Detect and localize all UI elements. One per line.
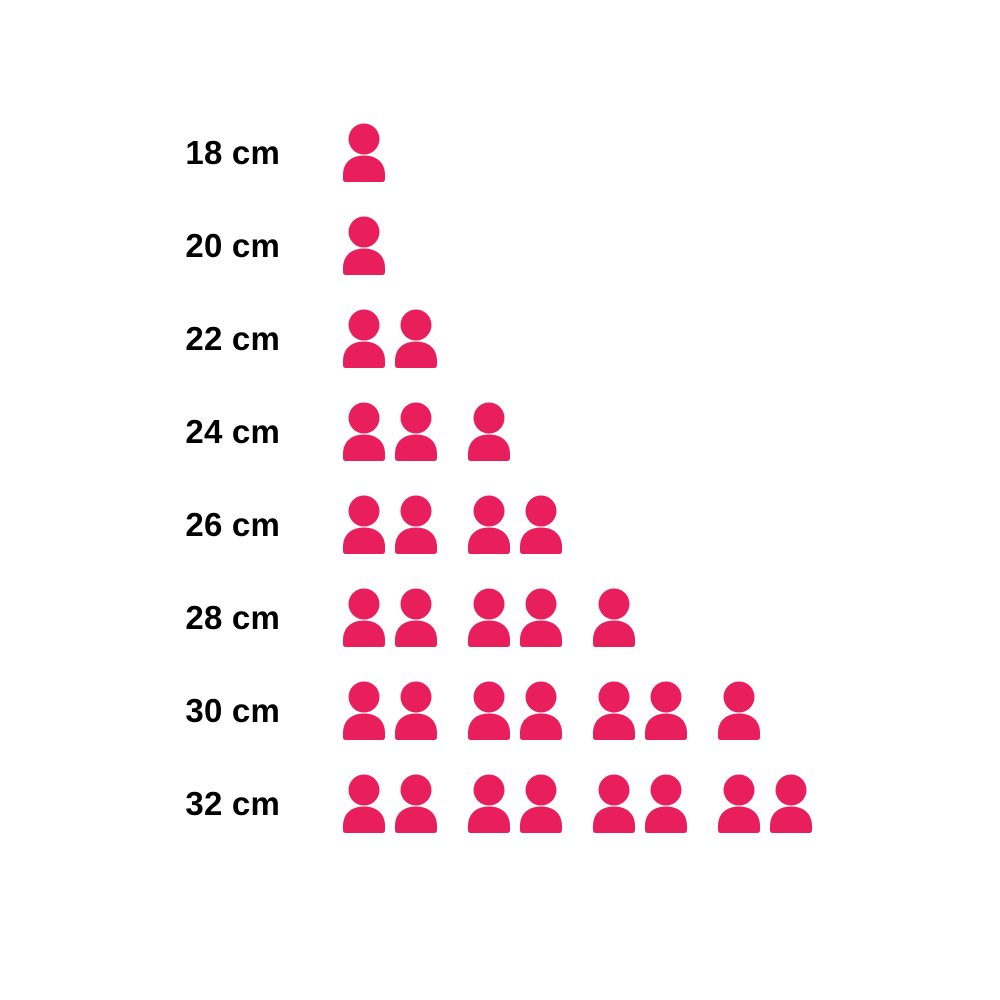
row-label-22-cm: 22 cm <box>185 319 280 357</box>
person-icon <box>468 681 510 740</box>
symbol-group <box>465 772 565 834</box>
pictogram-row: 30 cm <box>0 679 1000 741</box>
symbol-group <box>465 586 565 648</box>
person-icon <box>343 402 385 461</box>
person-icon <box>593 774 635 833</box>
row-symbols <box>340 493 565 555</box>
symbol-group <box>340 400 440 462</box>
row-label-28-cm: 28 cm <box>185 598 280 636</box>
person-icon <box>395 681 437 740</box>
symbol-group <box>465 400 513 462</box>
pictogram-row: 24 cm <box>0 400 1000 462</box>
row-symbols <box>340 121 388 183</box>
person-icon <box>468 495 510 554</box>
symbol-group <box>340 214 388 276</box>
symbol-group <box>340 493 440 555</box>
person-icon <box>468 402 510 461</box>
symbol-group <box>340 679 440 741</box>
person-icon <box>395 402 437 461</box>
person-icon <box>395 309 437 368</box>
person-icon <box>593 681 635 740</box>
row-label-30-cm: 30 cm <box>185 691 280 729</box>
row-symbols <box>340 400 513 462</box>
pictogram-row: 18 cm <box>0 121 1000 183</box>
person-icon <box>343 123 385 182</box>
symbol-group <box>590 586 638 648</box>
person-icon <box>343 774 385 833</box>
person-icon <box>395 495 437 554</box>
person-icon <box>520 774 562 833</box>
person-icon <box>718 681 760 740</box>
person-icon <box>520 588 562 647</box>
person-icon <box>468 588 510 647</box>
person-icon <box>645 774 687 833</box>
row-label-20-cm: 20 cm <box>185 226 280 264</box>
symbol-group <box>590 772 690 834</box>
row-symbols <box>340 586 638 648</box>
symbol-group <box>590 679 690 741</box>
symbol-group <box>465 493 565 555</box>
row-symbols <box>340 214 388 276</box>
row-symbols <box>340 307 440 369</box>
row-label-26-cm: 26 cm <box>185 505 280 543</box>
pictogram-row: 32 cm <box>0 772 1000 834</box>
pictogram-row: 22 cm <box>0 307 1000 369</box>
person-icon <box>520 495 562 554</box>
person-icon <box>343 495 385 554</box>
person-icon <box>343 681 385 740</box>
symbol-group <box>465 679 565 741</box>
pictogram-row-list: 18 cm 20 cm 22 cm 24 cm 26 cm 28 cm 30 cm 32 cm <box>0 121 1000 865</box>
row-label-32-cm: 32 cm <box>185 784 280 822</box>
pictogram-row: 26 cm <box>0 493 1000 555</box>
symbol-group <box>715 772 815 834</box>
person-icon <box>645 681 687 740</box>
row-symbols <box>340 679 763 741</box>
person-icon <box>770 774 812 833</box>
symbol-group <box>340 121 388 183</box>
person-icon <box>343 588 385 647</box>
pictogram-row: 20 cm <box>0 214 1000 276</box>
person-icon <box>593 588 635 647</box>
person-icon <box>395 588 437 647</box>
person-icon <box>718 774 760 833</box>
symbol-group <box>340 586 440 648</box>
person-icon <box>520 681 562 740</box>
symbol-group <box>340 307 440 369</box>
symbol-group <box>340 772 440 834</box>
person-icon <box>468 774 510 833</box>
row-symbols <box>340 772 815 834</box>
row-label-24-cm: 24 cm <box>185 412 280 450</box>
person-icon <box>343 309 385 368</box>
pictogram-row: 28 cm <box>0 586 1000 648</box>
person-icon <box>395 774 437 833</box>
symbol-group <box>715 679 763 741</box>
row-label-18-cm: 18 cm <box>185 133 280 171</box>
person-icon <box>343 216 385 275</box>
